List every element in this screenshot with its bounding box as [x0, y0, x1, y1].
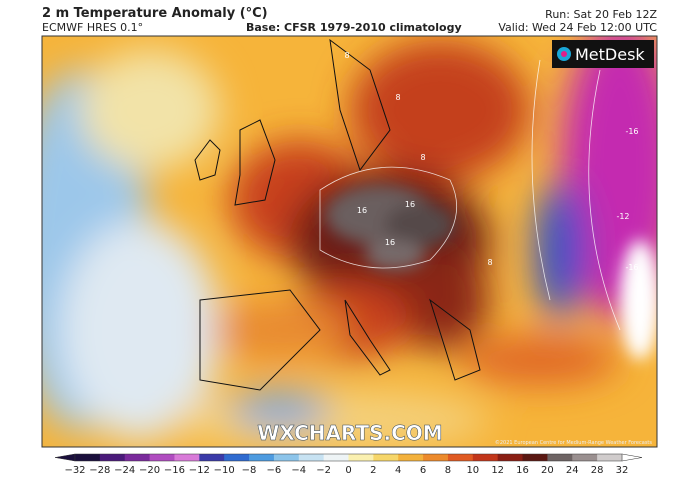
contour-label: 16 — [357, 206, 367, 215]
colorbar-label: −32 — [64, 465, 85, 476]
colorbar-segment — [447, 454, 474, 461]
colorbar-segment — [472, 454, 499, 461]
colorbar-arrow-left — [54, 453, 76, 462]
colorbar-segment — [423, 454, 449, 461]
contour-label: 16 — [385, 238, 395, 247]
colorbar-label: −28 — [89, 465, 110, 476]
contour-label: -16 — [625, 127, 638, 136]
colorbar-segment — [174, 454, 200, 461]
model: ECMWF HRES 0.1° — [42, 21, 144, 34]
colorbar-label: −10 — [214, 465, 235, 476]
colorbar-segment — [273, 454, 300, 461]
run: Run: Sat 20 Feb 12Z — [545, 8, 657, 21]
colorbar-label: 6 — [420, 465, 426, 476]
contour-label: 8 — [420, 153, 425, 162]
colorbar-label: 4 — [395, 465, 401, 476]
colorbar-segment — [323, 454, 349, 461]
colorbar-segment — [99, 454, 126, 461]
colorbar-label: −8 — [242, 465, 257, 476]
colorbar-segment — [224, 454, 250, 461]
map-field — [42, 36, 657, 447]
colorbar-label: 24 — [566, 465, 579, 476]
colorbar-segment — [572, 454, 598, 461]
colorbar-segment — [249, 454, 275, 461]
colorbar-label: 32 — [616, 465, 629, 476]
logo-icon — [557, 47, 571, 61]
colorbar-label: 2 — [370, 465, 376, 476]
base: Base: CFSR 1979-2010 climatology — [246, 21, 462, 34]
colorbar-label: 12 — [491, 465, 504, 476]
colorbar-label: −24 — [114, 465, 135, 476]
colorbar-segment — [597, 454, 623, 461]
colorbar-label: 20 — [541, 465, 554, 476]
colorbar-label: 8 — [445, 465, 451, 476]
colorbar-label: 28 — [591, 465, 604, 476]
colorbar-segment — [199, 454, 225, 461]
contour-label: 8 — [344, 51, 349, 60]
colorbar-label: 16 — [516, 465, 529, 476]
contour-label: -16 — [625, 263, 638, 272]
colorbar-segment — [373, 454, 399, 461]
colorbar-segment — [547, 454, 573, 461]
colorbar-segment — [398, 454, 424, 461]
colorbar-label: −4 — [291, 465, 306, 476]
valid: Valid: Wed 24 Feb 12:00 UTC — [498, 21, 657, 34]
colorbar-segment — [348, 454, 374, 461]
colorbar-label: 0 — [345, 465, 351, 476]
colorbar-label: −2 — [316, 465, 331, 476]
contour-label: 8 — [487, 258, 492, 267]
colorbar-label: −20 — [139, 465, 160, 476]
copyright: ©2021 European Centre for Medium-Range W… — [495, 439, 653, 446]
colorbar-arrow-right — [621, 453, 643, 462]
colorbar-segment — [75, 454, 101, 461]
contour-label: -12 — [616, 212, 629, 221]
colorbar-label: −12 — [189, 465, 210, 476]
title: 2 m Temperature Anomaly (°C) — [42, 6, 268, 21]
colorbar-segment — [149, 454, 175, 461]
colorbar-frame — [74, 453, 623, 462]
colorbar-label: −6 — [267, 465, 282, 476]
logo: MetDesk — [575, 45, 645, 64]
colorbar-segment — [497, 454, 524, 461]
colorbar-segment — [522, 454, 548, 461]
watermark: WXCHARTS.COM — [257, 421, 442, 445]
colorbar-segment — [124, 454, 151, 461]
contour-label: 16 — [405, 200, 415, 209]
colorbar-label: −16 — [164, 465, 185, 476]
contour-label: 8 — [395, 93, 400, 102]
colorbar-label: 10 — [466, 465, 479, 476]
colorbar-segment — [298, 454, 325, 461]
